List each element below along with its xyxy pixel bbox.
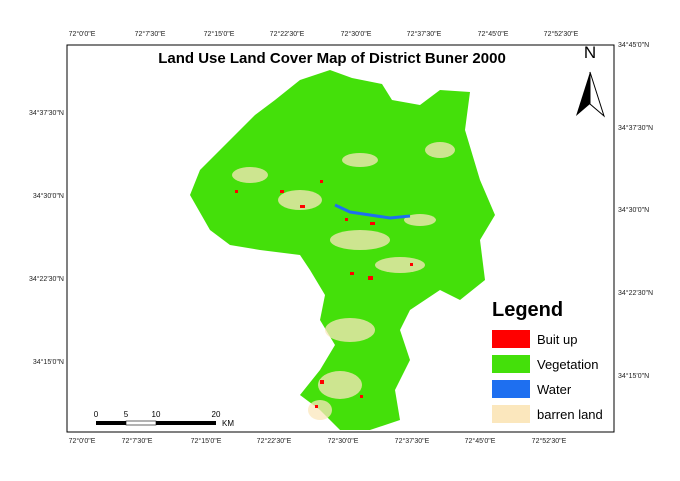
legend-label: Vegetation xyxy=(537,357,598,372)
bottom-coordinate-label: 72°7'30"E xyxy=(122,437,153,445)
left-coordinate-label: 34°22'30"N xyxy=(29,275,64,283)
right-coordinate-label: 34°22'30"N xyxy=(618,289,653,297)
right-coordinate-label: 34°15'0"N xyxy=(618,372,649,380)
top-coordinate-label: 72°30'0"E xyxy=(341,30,372,38)
river xyxy=(334,203,411,220)
bottom-coordinate-label: 72°0'0"E xyxy=(69,437,96,445)
bottom-coordinate-label: 72°45'0"E xyxy=(465,437,496,445)
legend-swatch xyxy=(492,380,530,398)
scale-bar xyxy=(96,420,216,426)
top-coordinate-label: 72°37'30"E xyxy=(407,30,442,38)
legend-swatch xyxy=(492,405,530,423)
top-coordinate-label: 72°15'0"E xyxy=(204,30,235,38)
top-coordinate-label: 72°22'30"E xyxy=(270,30,305,38)
scale-unit: KM xyxy=(222,419,234,428)
map-title: Land Use Land Cover Map of District Bune… xyxy=(158,50,506,67)
scale-label: 0 xyxy=(94,410,99,419)
top-coordinate-label: 72°45'0"E xyxy=(478,30,509,38)
north-arrow xyxy=(576,71,606,118)
legend-swatch xyxy=(492,330,530,348)
legend-label: Buit up xyxy=(537,332,577,347)
legend-swatch xyxy=(492,355,530,373)
left-coordinate-label: 34°37'30"N xyxy=(29,109,64,117)
legend-label: barren land xyxy=(537,407,603,422)
top-coordinate-label: 72°7'30"E xyxy=(135,30,166,38)
legend-title: Legend xyxy=(492,299,563,321)
top-coordinate-label: 72°52'30"E xyxy=(544,30,579,38)
top-coordinate-label: 72°0'0"E xyxy=(69,30,96,38)
right-coordinate-label: 34°37'30"N xyxy=(618,124,653,132)
left-coordinate-label: 34°15'0"N xyxy=(33,358,64,366)
bottom-coordinate-label: 72°52'30"E xyxy=(532,437,567,445)
district-area xyxy=(190,70,495,430)
right-coordinate-label: 34°30'0"N xyxy=(618,206,649,214)
bottom-coordinate-label: 72°30'0"E xyxy=(328,437,359,445)
bottom-coordinate-label: 72°22'30"E xyxy=(257,437,292,445)
bottom-coordinate-label: 72°37'30"E xyxy=(395,437,430,445)
right-coordinate-label: 34°45'0"N xyxy=(618,41,649,49)
built-up-patches xyxy=(235,180,413,408)
left-coordinate-label: 34°30'0"N xyxy=(33,192,64,200)
bottom-coordinate-label: 72°15'0"E xyxy=(191,437,222,445)
scale-label: 5 xyxy=(124,410,129,419)
scale-label: 10 xyxy=(152,410,161,419)
north-label: N xyxy=(584,43,596,62)
scale-label: 20 xyxy=(212,410,221,419)
district-outline xyxy=(190,70,495,430)
barren-patches xyxy=(232,142,455,420)
legend-label: Water xyxy=(537,382,572,397)
